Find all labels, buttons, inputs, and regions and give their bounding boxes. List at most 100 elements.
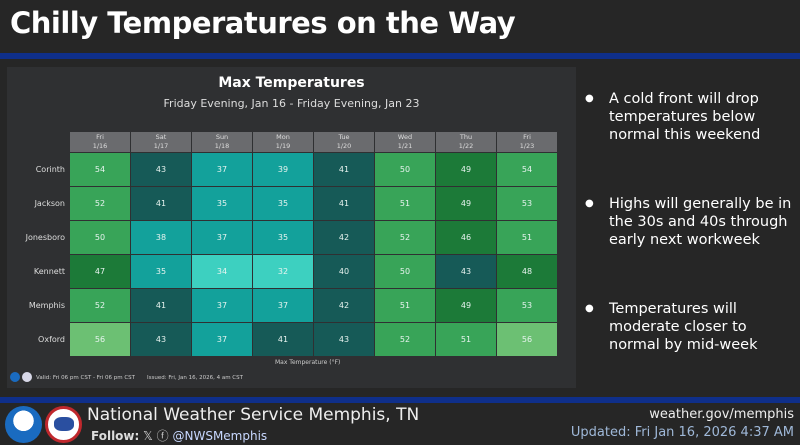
column-header: Sat 1/17 bbox=[131, 132, 191, 152]
temperature-cell: 41 bbox=[131, 289, 192, 323]
column-day: Sat bbox=[155, 133, 167, 141]
column-day: Wed bbox=[397, 133, 413, 141]
row-label: Corinth bbox=[35, 165, 65, 174]
colorbar-label: Max Temperature (°F) bbox=[275, 359, 341, 366]
column-header: Tue 1/20 bbox=[314, 132, 374, 152]
temperature-cell: 49 bbox=[436, 153, 497, 187]
temperature-cell: 53 bbox=[497, 289, 558, 323]
valid-time: Valid: Fri 06 pm CST - Fri 06 pm CST bbox=[36, 375, 136, 381]
temperature-cell: 35 bbox=[253, 187, 314, 221]
temperature-cell: 50 bbox=[70, 221, 131, 255]
temperature-cell: 51 bbox=[375, 187, 436, 221]
row-label: Jonesboro bbox=[25, 233, 65, 242]
temperature-cell: 37 bbox=[192, 323, 253, 357]
column-date: 1/19 bbox=[275, 142, 291, 150]
temperature-cell: 51 bbox=[436, 323, 497, 357]
divider bbox=[0, 397, 800, 403]
noaa-mini-icon bbox=[10, 372, 20, 382]
column-day: Tue bbox=[338, 133, 350, 141]
column-date: 1/17 bbox=[153, 142, 169, 150]
temperature-cell: 49 bbox=[436, 289, 497, 323]
temperature-cell: 49 bbox=[436, 187, 497, 221]
row-label: Oxford bbox=[38, 335, 65, 344]
temperature-cell: 52 bbox=[70, 187, 131, 221]
temperature-cell: 43 bbox=[131, 153, 192, 187]
temperature-cell: 37 bbox=[253, 289, 314, 323]
temperature-cell: 52 bbox=[70, 289, 131, 323]
bullet-item: Temperatures will moderate closer to nor… bbox=[585, 300, 795, 354]
temperature-cell: 50 bbox=[375, 153, 436, 187]
temperature-cell: 51 bbox=[497, 221, 558, 255]
nws-mini-icon bbox=[22, 372, 32, 382]
temperature-cell: 35 bbox=[131, 255, 192, 289]
temperature-cell: 42 bbox=[314, 289, 375, 323]
temperature-cell: 52 bbox=[375, 323, 436, 357]
column-header: Mon 1/19 bbox=[253, 132, 313, 152]
temperature-cell: 43 bbox=[131, 323, 192, 357]
noaa-logo bbox=[5, 406, 42, 443]
column-header: Fri 1/23 bbox=[497, 132, 557, 152]
temperature-cell: 42 bbox=[314, 221, 375, 255]
nws-logo bbox=[45, 406, 82, 443]
bullet-item: Highs will generally be in the 30s and 4… bbox=[585, 195, 795, 249]
max-temperatures-panel: Max Temperatures Friday Evening, Jan 16 … bbox=[7, 67, 576, 388]
temperature-cell: 41 bbox=[253, 323, 314, 357]
issued-time: Issued: Fri, Jan 16, 2026, 4 am CST bbox=[147, 375, 243, 381]
temperature-cell: 38 bbox=[131, 221, 192, 255]
temperature-cell: 54 bbox=[497, 153, 558, 187]
temperature-cell: 32 bbox=[253, 255, 314, 289]
chart-subtitle: Friday Evening, Jan 16 - Friday Evening,… bbox=[163, 97, 420, 110]
temperature-cell: 41 bbox=[131, 187, 192, 221]
office-name: National Weather Service Memphis, TN bbox=[87, 405, 420, 425]
column-date: 1/18 bbox=[214, 142, 230, 150]
bullet-item: A cold front will drop temperatures belo… bbox=[585, 90, 795, 144]
temperature-cell: 43 bbox=[436, 255, 497, 289]
column-header: Sun 1/18 bbox=[192, 132, 252, 152]
temperature-cell: 53 bbox=[497, 187, 558, 221]
column-header: Fri 1/16 bbox=[70, 132, 130, 152]
chart-title: Max Temperatures bbox=[218, 75, 365, 91]
column-date: 1/22 bbox=[458, 142, 474, 150]
temperature-cell: 41 bbox=[314, 187, 375, 221]
updated-time: Updated: Fri Jan 16, 2026 4:37 AM bbox=[570, 425, 794, 440]
column-header: Thu 1/22 bbox=[436, 132, 496, 152]
follow-label: Follow: bbox=[91, 429, 140, 443]
temperature-cell: 40 bbox=[314, 255, 375, 289]
temperature-cell: 46 bbox=[436, 221, 497, 255]
temperature-cell: 35 bbox=[253, 221, 314, 255]
column-date: 1/20 bbox=[336, 142, 352, 150]
temperature-cell: 56 bbox=[70, 323, 131, 357]
column-day: Fri bbox=[523, 133, 531, 141]
column-day: Mon bbox=[276, 133, 290, 141]
page-title: Chilly Temperatures on the Way bbox=[10, 6, 516, 40]
temperature-cell: 37 bbox=[192, 153, 253, 187]
temperature-cell: 37 bbox=[192, 289, 253, 323]
row-label: Jackson bbox=[34, 199, 65, 208]
row-label: Kennett bbox=[33, 267, 65, 276]
column-day: Thu bbox=[459, 133, 473, 141]
temperature-cell: 43 bbox=[314, 323, 375, 357]
facebook-icon[interactable]: ⓕ bbox=[156, 429, 169, 443]
temperature-cell: 39 bbox=[253, 153, 314, 187]
column-date: 1/16 bbox=[92, 142, 108, 150]
column-date: 1/21 bbox=[397, 142, 413, 150]
column-header: Wed 1/21 bbox=[375, 132, 435, 152]
temperature-cell: 50 bbox=[375, 255, 436, 289]
x-icon[interactable]: 𝕏 bbox=[143, 429, 153, 443]
row-label: Memphis bbox=[28, 301, 65, 310]
temperature-cell: 52 bbox=[375, 221, 436, 255]
divider bbox=[0, 53, 800, 59]
temperature-cell: 48 bbox=[497, 255, 558, 289]
column-day: Fri bbox=[96, 133, 104, 141]
temperature-cell: 41 bbox=[314, 153, 375, 187]
temperature-cell: 54 bbox=[70, 153, 131, 187]
column-day: Sun bbox=[215, 133, 229, 141]
temperature-cell: 56 bbox=[497, 323, 558, 357]
social-handle[interactable]: @NWSMemphis bbox=[172, 429, 268, 443]
temperature-cell: 37 bbox=[192, 221, 253, 255]
follow-line: Follow: 𝕏 ⓕ @NWSMemphis bbox=[91, 427, 267, 444]
temperature-cell: 35 bbox=[192, 187, 253, 221]
column-date: 1/23 bbox=[519, 142, 535, 150]
website-link[interactable]: weather.gov/memphis bbox=[649, 407, 794, 422]
temperature-cell: 47 bbox=[70, 255, 131, 289]
